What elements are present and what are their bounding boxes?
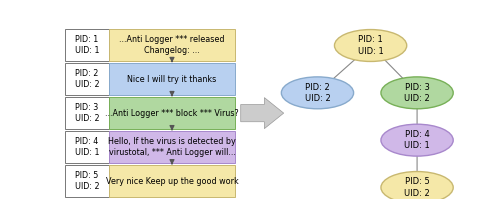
Text: PID: 5
UID: 2: PID: 5 UID: 2: [75, 171, 99, 191]
Text: PID: 1
UID: 1: PID: 1 UID: 1: [358, 35, 384, 56]
Text: Hello, If the virus is detected by
virustotal, *** Anti Logger will...: Hello, If the virus is detected by virus…: [108, 137, 236, 157]
Text: PID: 5
UID: 2: PID: 5 UID: 2: [404, 177, 430, 198]
FancyBboxPatch shape: [109, 29, 235, 61]
Text: ...Anti Logger *** released
Changelog: ...: ...Anti Logger *** released Changelog: .…: [119, 35, 225, 55]
FancyBboxPatch shape: [65, 165, 109, 197]
Text: Nice I will try it thanks: Nice I will try it thanks: [128, 75, 217, 84]
Text: Very nice Keep up the good work: Very nice Keep up the good work: [106, 177, 238, 186]
Text: PID: 2
UID: 2: PID: 2 UID: 2: [304, 83, 330, 103]
FancyBboxPatch shape: [65, 97, 109, 129]
Text: PID: 4
UID: 1: PID: 4 UID: 1: [75, 137, 99, 157]
Text: ...Anti Logger *** block *** Virus?: ...Anti Logger *** block *** Virus?: [105, 109, 239, 118]
FancyBboxPatch shape: [65, 63, 109, 95]
Text: PID: 3
UID: 2: PID: 3 UID: 2: [404, 83, 430, 103]
FancyBboxPatch shape: [65, 131, 109, 163]
FancyBboxPatch shape: [109, 97, 235, 129]
Polygon shape: [241, 98, 284, 129]
Text: PID: 4
UID: 1: PID: 4 UID: 1: [404, 130, 430, 150]
Text: PID: 2
UID: 2: PID: 2 UID: 2: [75, 69, 99, 89]
FancyBboxPatch shape: [109, 131, 235, 163]
FancyBboxPatch shape: [109, 63, 235, 95]
Ellipse shape: [335, 30, 407, 61]
Ellipse shape: [381, 172, 453, 203]
Ellipse shape: [381, 77, 453, 109]
FancyBboxPatch shape: [65, 29, 109, 61]
Ellipse shape: [281, 77, 354, 109]
Text: PID: 3
UID: 2: PID: 3 UID: 2: [75, 103, 99, 123]
FancyBboxPatch shape: [109, 165, 235, 197]
Ellipse shape: [381, 124, 453, 156]
Text: PID: 1
UID: 1: PID: 1 UID: 1: [75, 35, 99, 55]
